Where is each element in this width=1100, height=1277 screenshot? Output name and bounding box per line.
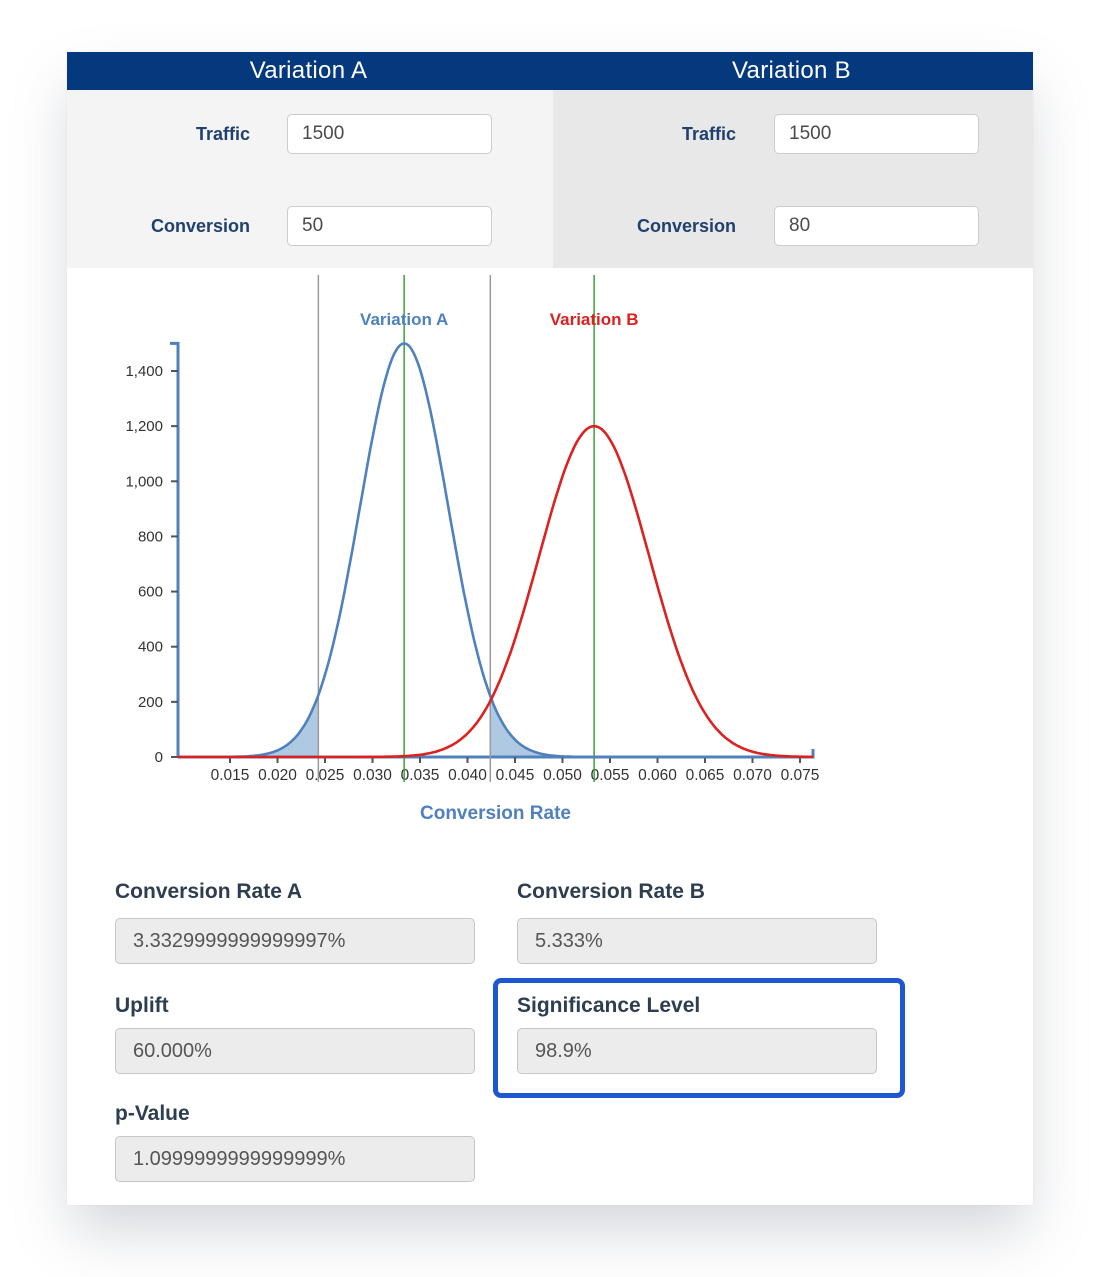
- variation-a-right-tail-shade: [490, 696, 814, 757]
- variation-a-left-tail-shade: [177, 695, 319, 757]
- y-tick-label: 400: [138, 639, 163, 656]
- conversion-rate-b-field: 5.333%: [517, 918, 877, 964]
- variation-a-curve: [177, 342, 814, 759]
- x-tick-label: 0.045: [496, 767, 535, 784]
- x-tick-label: 0.025: [306, 767, 345, 784]
- conversion-rate-a-field: 3.3329999999999997%: [115, 918, 475, 964]
- conversion-b-input[interactable]: [774, 206, 979, 246]
- y-axis: [170, 341, 180, 757]
- significance-level-field: 98.9%: [517, 1028, 877, 1074]
- x-axis-title: Conversion Rate: [420, 803, 571, 824]
- variation-b-chart-label: Variation B: [550, 310, 639, 329]
- y-tick-label: 600: [138, 584, 163, 601]
- x-tick-label: 0.055: [591, 767, 630, 784]
- y-tick-label: 200: [138, 694, 163, 711]
- x-tick-label: 0.035: [401, 767, 440, 784]
- y-tick-label: 1,000: [125, 473, 163, 490]
- traffic-a-label: Traffic: [195, 124, 250, 144]
- variation-b-curve: [177, 424, 814, 759]
- x-tick-label: 0.065: [686, 767, 725, 784]
- x-tick-label: 0.040: [448, 767, 487, 784]
- x-tick-label: 0.050: [543, 767, 582, 784]
- traffic-a-input[interactable]: [287, 114, 492, 154]
- y-tick-label: 0: [155, 749, 163, 766]
- significance-highlight-box: [493, 978, 905, 1098]
- calculator-card: Variation A Variation B Traffic Conversi…: [67, 52, 1033, 1205]
- conversion-rate-a-label: Conversion Rate A: [115, 880, 303, 903]
- uplift-label: Uplift: [115, 994, 169, 1017]
- conversion-a-label: Conversion: [150, 216, 250, 236]
- y-tick-label: 1,400: [125, 363, 163, 380]
- header-variation-a: Variation A: [249, 57, 368, 84]
- x-tick-label: 0.075: [781, 767, 820, 784]
- p-value-label: p-Value: [115, 1102, 190, 1125]
- uplift-field: 60.000%: [115, 1028, 475, 1074]
- conversion-rate-b-label: Conversion Rate B: [517, 880, 705, 903]
- x-tick-label: 0.015: [211, 767, 250, 784]
- x-tick-label: 0.020: [258, 767, 297, 784]
- inputs-section: Traffic Conversion Traffic Conversion: [67, 90, 1033, 268]
- traffic-b-label: Traffic: [681, 124, 736, 144]
- variation-headers: Variation A Variation B: [67, 52, 1033, 90]
- conversion-a-input[interactable]: [287, 206, 492, 246]
- x-tick-label: 0.030: [353, 767, 392, 784]
- header-variation-b: Variation B: [732, 57, 851, 84]
- p-value-field: 1.0999999999999999%: [115, 1136, 475, 1182]
- x-tick-label: 0.070: [733, 767, 772, 784]
- x-tick-label: 0.060: [638, 767, 677, 784]
- significance-level-label: Significance Level: [517, 994, 701, 1017]
- results-section: Conversion Rate A 3.3329999999999997% Co…: [67, 845, 1033, 1205]
- traffic-b-input[interactable]: [774, 114, 979, 154]
- y-tick-label: 800: [138, 528, 163, 545]
- distribution-chart: 0 200 400 600 800 1,000 1,200 1,400 0.015 0.020 0.…: [125, 275, 820, 824]
- variation-a-chart-label: Variation A: [360, 310, 448, 329]
- chart-section: 0 200 400 600 800 1,000 1,200 1,400 0.015 0.020 0.…: [67, 268, 1033, 845]
- conversion-b-label: Conversion: [636, 216, 736, 236]
- y-tick-label: 1,200: [125, 418, 163, 435]
